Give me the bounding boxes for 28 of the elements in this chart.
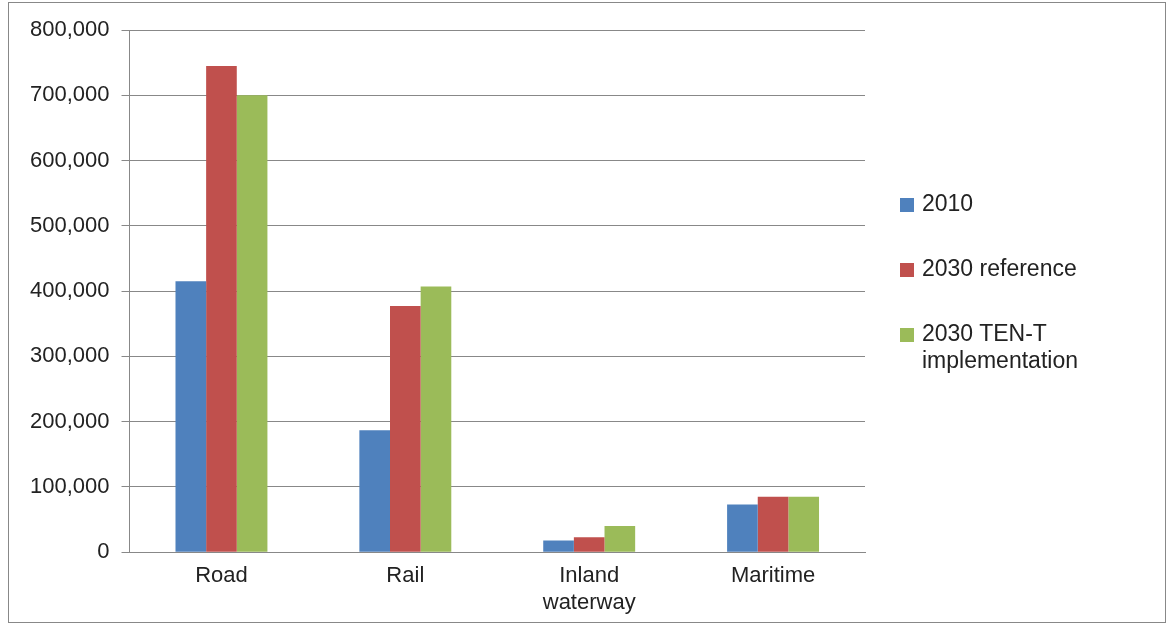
bar	[206, 65, 237, 552]
y-tick-label: 500,000	[29, 211, 110, 237]
legend-label: 2010	[922, 190, 974, 217]
bar	[359, 430, 391, 552]
x-tick-label: Rail	[386, 562, 425, 588]
bar	[604, 526, 636, 552]
bar	[175, 281, 207, 552]
bar	[420, 286, 452, 552]
y-tick-label: 800,000	[29, 16, 110, 42]
bar	[573, 537, 605, 552]
y-tick-label: 400,000	[29, 277, 110, 303]
x-tick-label: Road	[195, 562, 248, 588]
bar	[390, 306, 421, 552]
bar	[236, 95, 268, 552]
legend-label: 2030 reference	[922, 255, 1077, 282]
y-tick-label: 600,000	[29, 146, 110, 172]
legend-label: 2030 TEN-T implementation	[922, 320, 1079, 374]
y-tick-label: 200,000	[29, 407, 110, 433]
x-tick-label: Inland waterway	[541, 562, 636, 614]
y-tick-label: 100,000	[29, 472, 110, 498]
y-tick-label: 0	[97, 538, 110, 564]
y-tick-label: 300,000	[29, 342, 110, 368]
bar	[757, 496, 789, 552]
bar	[727, 504, 758, 552]
bar	[543, 540, 574, 552]
y-tick-label: 700,000	[29, 81, 110, 107]
x-tick-label: Maritime	[730, 562, 816, 588]
bar	[788, 496, 820, 552]
